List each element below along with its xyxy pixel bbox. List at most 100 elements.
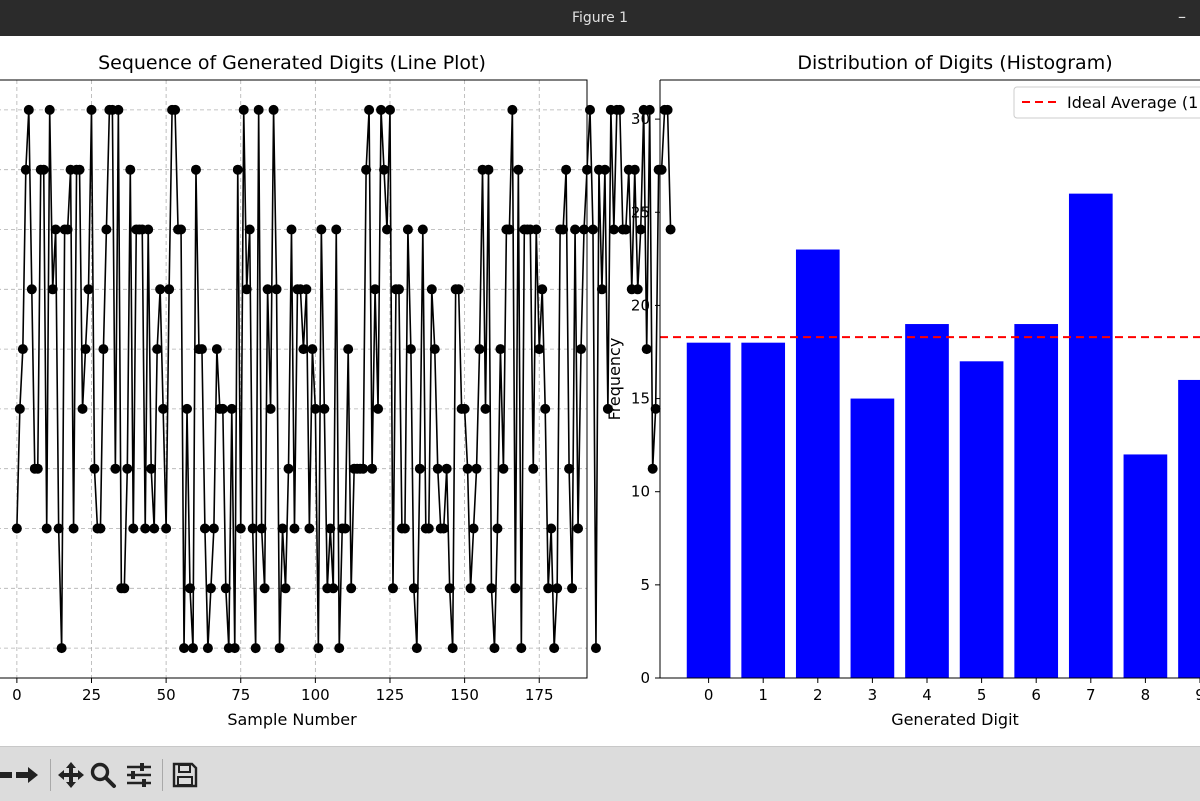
line-point — [405, 344, 416, 355]
line-point — [244, 224, 255, 235]
line-point — [459, 403, 470, 414]
line-point — [528, 463, 539, 474]
line-point — [414, 463, 425, 474]
line-point — [590, 643, 601, 654]
line-point — [432, 463, 443, 474]
pan-icon[interactable] — [56, 760, 86, 790]
configure-subplots-icon[interactable] — [124, 760, 154, 790]
bar-chart-title: Distribution of Digits (Histogram) — [797, 52, 1112, 74]
line-point — [402, 224, 413, 235]
line-point — [20, 164, 31, 175]
bar-chart-xtick-label: 5 — [977, 686, 987, 704]
save-icon[interactable] — [170, 760, 200, 790]
line-point — [241, 284, 252, 295]
line-point — [77, 403, 88, 414]
line-point — [125, 164, 136, 175]
line-point — [182, 403, 193, 414]
line-point — [235, 523, 246, 534]
bar-chart: 0 1 2 3 4 5 6 7 8 9 0 5 10 15 20 25 30 Generated Digit Fre… — [605, 52, 1200, 729]
line-point — [319, 403, 330, 414]
zoom-icon[interactable] — [88, 760, 118, 790]
line-point — [474, 344, 485, 355]
line-point — [238, 104, 249, 115]
bar-chart-xtick-label: 2 — [813, 686, 823, 704]
bar-chart-xtick-label: 7 — [1086, 686, 1096, 704]
line-point — [367, 463, 378, 474]
line-point — [277, 523, 288, 534]
line-point — [184, 583, 195, 594]
line-point — [411, 643, 422, 654]
line-point — [656, 164, 667, 175]
legend-label: Ideal Average (1 — [1067, 93, 1198, 112]
line-point — [83, 284, 94, 295]
window-titlebar: Figure 1 – — [0, 0, 1200, 36]
line-point — [301, 284, 312, 295]
line-point — [140, 523, 151, 534]
line-point — [176, 224, 187, 235]
line-point — [143, 224, 154, 235]
line-point — [23, 104, 34, 115]
line-chart-xtick-label: 150 — [450, 686, 479, 704]
line-point — [662, 104, 673, 115]
bar-chart-xtick-label: 3 — [868, 686, 878, 704]
line-point — [268, 104, 279, 115]
forward-icon[interactable] — [12, 760, 42, 790]
line-point — [101, 224, 112, 235]
line-point — [328, 583, 339, 594]
line-point — [426, 284, 437, 295]
line-point — [122, 463, 133, 474]
bar-chart-xtick-label: 0 — [704, 686, 714, 704]
line-point — [17, 344, 28, 355]
histogram-bar — [1123, 454, 1168, 678]
line-point — [471, 463, 482, 474]
line-point — [334, 643, 345, 654]
line-point — [468, 523, 479, 534]
line-point — [343, 344, 354, 355]
line-point — [26, 284, 37, 295]
line-point — [38, 164, 49, 175]
line-point — [149, 523, 160, 534]
line-point — [361, 164, 372, 175]
line-point — [382, 224, 393, 235]
line-point — [41, 523, 52, 534]
bar-chart-ytick-label: 30 — [631, 110, 650, 128]
line-point — [262, 284, 273, 295]
line-point — [543, 583, 554, 594]
line-point — [316, 224, 327, 235]
bar-chart-xtick-label: 8 — [1141, 686, 1151, 704]
line-point — [546, 523, 557, 534]
line-point — [190, 164, 201, 175]
line-point — [399, 523, 410, 534]
line-point — [11, 523, 22, 534]
line-point — [304, 523, 315, 534]
line-point — [483, 164, 494, 175]
line-point — [286, 224, 297, 235]
minimize-button[interactable]: – — [1178, 7, 1186, 26]
back-icon[interactable] — [0, 760, 16, 790]
line-point — [602, 403, 613, 414]
line-point — [346, 583, 357, 594]
line-point — [447, 643, 458, 654]
line-point — [128, 523, 139, 534]
bar-chart-xtick-label: 9 — [1195, 686, 1200, 704]
bar-chart-ytick-label: 10 — [631, 483, 650, 501]
histogram-bar — [850, 398, 895, 678]
line-point — [620, 224, 631, 235]
line-point — [232, 164, 243, 175]
line-point — [552, 583, 563, 594]
line-chart-xtick-label: 125 — [376, 686, 405, 704]
line-point — [196, 344, 207, 355]
line-point — [370, 284, 381, 295]
toolbar-separator — [162, 759, 163, 791]
bar-chart-ytick-label: 5 — [640, 576, 650, 594]
line-point — [579, 224, 590, 235]
line-point — [576, 344, 587, 355]
line-point — [271, 284, 282, 295]
line-point — [331, 224, 342, 235]
bar-chart-ytick-label: 0 — [640, 669, 650, 687]
line-point — [307, 344, 318, 355]
line-point — [537, 284, 548, 295]
line-point — [573, 523, 584, 534]
